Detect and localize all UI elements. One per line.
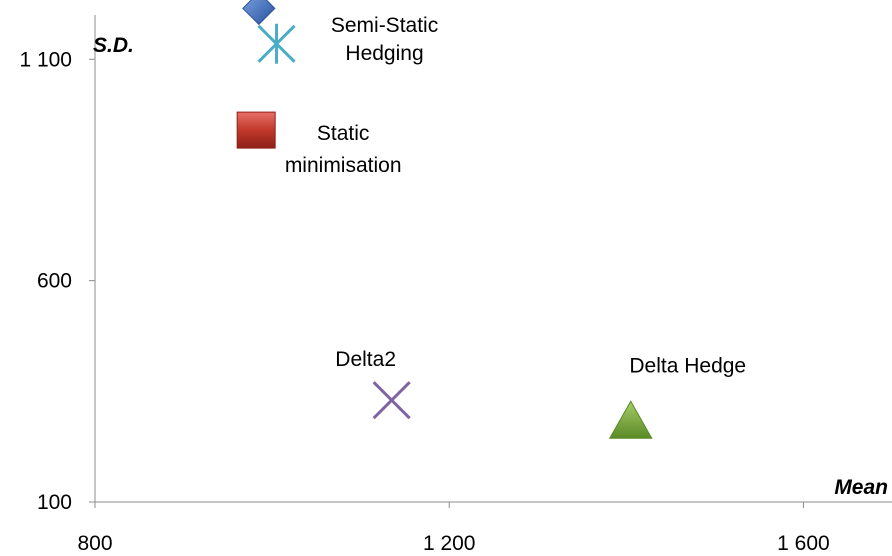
x-axis-title: Mean	[834, 476, 888, 499]
ticks: 800 1 200 1 600 100 600 1 100	[19, 48, 829, 555]
point-labels: No HedgingSemi-StaticHedgingStaticminimi…	[285, 14, 746, 378]
static-minimisation-label: Static	[317, 122, 370, 145]
delta-hedge-marker	[608, 400, 653, 439]
y-tick-label: 600	[37, 270, 72, 293]
no-hedging-marker	[242, 0, 276, 26]
y-axis-title: S.D.	[93, 34, 134, 57]
static-minimisation-marker	[236, 111, 276, 149]
semi-static-hedging-marker	[257, 23, 296, 64]
data-points	[236, 0, 653, 439]
static-minimisation-label: minimisation	[285, 154, 402, 177]
x-tick-label: 1 200	[423, 532, 476, 555]
y-tick-label: 1 100	[19, 48, 72, 71]
x-tick-label: 800	[77, 532, 112, 555]
semi-static-hedging-label: Hedging	[345, 42, 423, 65]
x-tick-label: 1 600	[777, 532, 830, 555]
y-tick-label: 100	[37, 491, 72, 514]
delta2-label: Delta2	[335, 348, 396, 371]
delta-hedge-label: Delta Hedge	[629, 354, 746, 377]
axes	[94, 15, 892, 503]
delta2-marker	[372, 381, 411, 420]
semi-static-hedging-label: Semi-Static	[331, 14, 438, 37]
